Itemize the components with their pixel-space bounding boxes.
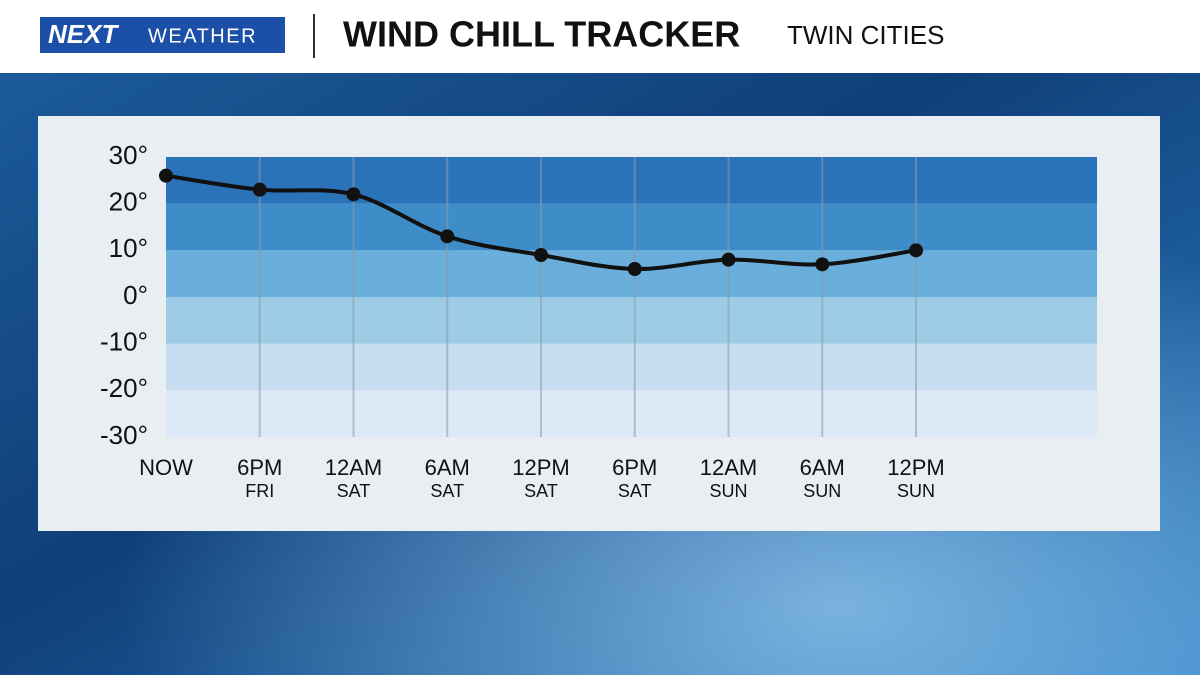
x-tick-sublabel: SAT — [430, 481, 464, 501]
x-tick-label: 12PM — [512, 455, 569, 480]
y-tick-label: 20° — [109, 187, 148, 217]
x-tick-sublabel: SAT — [337, 481, 371, 501]
point — [909, 243, 923, 258]
x-tick-label: NOW — [139, 455, 193, 480]
logo-sub: WEATHER — [148, 25, 257, 47]
x-tick-sublabel: FRI — [245, 481, 274, 501]
x-tick-sublabel: SUN — [709, 481, 747, 501]
point — [440, 229, 455, 244]
x-tick-label: 6PM — [612, 455, 657, 480]
x-tick-sublabel: SAT — [618, 481, 652, 501]
band — [166, 297, 1097, 344]
logo-main: NEXT — [48, 19, 119, 49]
point — [534, 248, 548, 262]
y-tick-label: 0° — [123, 280, 148, 310]
y-tick-label: -30° — [100, 420, 148, 450]
point — [627, 262, 642, 276]
title: WIND CHILL TRACKER — [343, 14, 740, 55]
band — [166, 203, 1097, 251]
x-tick-label: 12AM — [700, 455, 757, 480]
x-tick-sublabel: SUN — [803, 481, 841, 501]
x-tick-sublabel: SAT — [524, 481, 558, 501]
location: TWIN CITIES — [787, 20, 944, 50]
x-tick-label: 6PM — [237, 455, 282, 480]
x-tick-label: 12AM — [325, 455, 382, 480]
y-tick-label: 30° — [109, 140, 148, 170]
logo — [40, 17, 285, 53]
x-tick-sublabel: SUN — [897, 481, 935, 501]
band — [166, 343, 1097, 391]
point — [159, 168, 173, 183]
y-tick-label: -20° — [100, 373, 148, 403]
point — [252, 182, 267, 197]
x-tick-label: 6AM — [800, 455, 845, 480]
point — [346, 187, 361, 202]
y-tick-label: 10° — [109, 233, 148, 263]
x-tick-label: 12PM — [887, 455, 944, 480]
point — [721, 252, 736, 267]
band — [166, 390, 1097, 437]
point — [815, 257, 830, 272]
x-tick-label: 6AM — [425, 455, 470, 480]
band — [166, 157, 1097, 204]
y-tick-label: -10° — [100, 327, 148, 357]
